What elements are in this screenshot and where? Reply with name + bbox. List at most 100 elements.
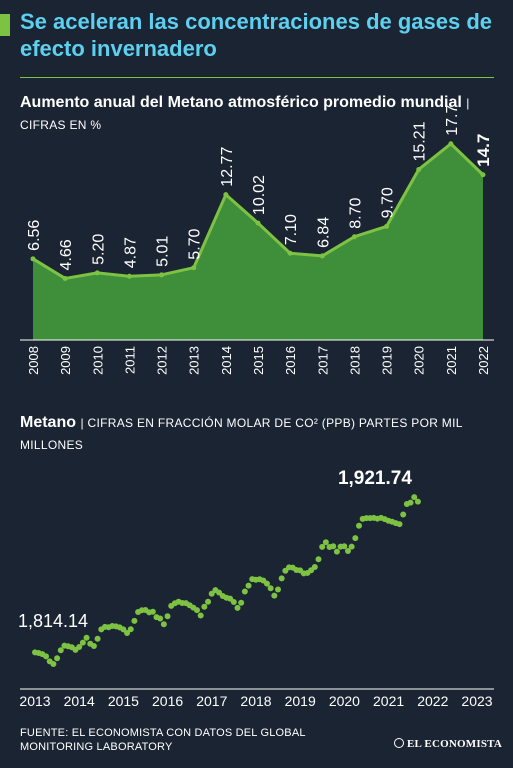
data-point <box>79 639 86 646</box>
data-point <box>223 192 229 198</box>
data-point <box>126 273 132 279</box>
data-point <box>120 626 127 633</box>
data-point <box>50 660 57 667</box>
data-point <box>352 535 359 542</box>
data-point <box>271 592 278 599</box>
data-point <box>160 621 167 628</box>
data-point <box>341 543 348 550</box>
data-point <box>267 585 274 592</box>
data-label: 5.20 <box>90 234 107 265</box>
data-point <box>333 548 340 555</box>
x-tick-label: 2017 <box>315 346 330 375</box>
data-point <box>30 256 36 262</box>
x-tick-label: 2009 <box>58 346 73 375</box>
data-point <box>205 598 212 605</box>
methane-annual-increase-chart: 6.56 2008 4.66 2009 5.20 2010 4.87 2011 5.01 2012… <box>20 105 494 375</box>
data-point <box>62 275 68 281</box>
data-point <box>480 172 486 178</box>
data-point <box>384 223 390 229</box>
x-tick-label: 2021 <box>373 693 404 709</box>
x-tick-label: 2018 <box>240 693 271 709</box>
data-point <box>90 642 97 649</box>
data-point <box>322 539 329 546</box>
data-label: 12.77 <box>219 147 236 187</box>
x-tick-label: 2008 <box>26 346 41 375</box>
x-tick-label: 2023 <box>461 693 492 709</box>
data-point <box>54 655 61 662</box>
data-point <box>275 586 282 593</box>
data-label: 14.7 <box>474 134 493 167</box>
data-point <box>315 556 322 563</box>
x-tick-label: 2022 <box>476 346 491 375</box>
data-point <box>159 272 165 278</box>
data-point <box>416 166 422 172</box>
data-point <box>245 582 252 589</box>
data-point <box>351 234 357 240</box>
x-tick-label: 2013 <box>187 346 202 375</box>
data-point <box>230 598 237 605</box>
data-point <box>344 548 351 555</box>
chart1-heading: Aumento anual del Metano atmosférico pro… <box>20 92 500 136</box>
data-label: 15.21 <box>412 121 429 161</box>
data-point <box>348 543 355 550</box>
title-divider <box>20 77 494 78</box>
data-label: 4.66 <box>58 239 75 270</box>
data-point <box>149 608 156 615</box>
chart1-unit: | CIFRAS EN % <box>20 96 470 132</box>
data-point <box>330 543 337 550</box>
x-tick-label: 2014 <box>219 346 234 375</box>
data-point <box>287 250 293 256</box>
data-point <box>311 564 318 571</box>
data-point <box>164 613 171 620</box>
data-point <box>414 498 421 505</box>
publisher-logo: EL ECONOMISTA <box>394 738 502 750</box>
x-tick-label: 2022 <box>417 693 448 709</box>
x-tick-label: 2017 <box>196 693 227 709</box>
x-tick-label: 2016 <box>152 693 183 709</box>
data-label: 8.70 <box>347 197 364 228</box>
data-point <box>124 629 131 636</box>
data-point <box>94 635 101 642</box>
data-label: 10.02 <box>251 175 268 215</box>
data-point <box>411 494 418 501</box>
logo-text: EL ECONOMISTA <box>407 738 502 750</box>
data-point <box>319 543 326 550</box>
x-tick-label: 2015 <box>108 693 139 709</box>
data-point <box>76 643 83 650</box>
x-tick-label: 2020 <box>329 693 360 709</box>
first-value-label: 1,814.14 <box>18 611 88 631</box>
data-point <box>191 265 197 271</box>
x-tick-label: 2019 <box>285 693 316 709</box>
data-point <box>263 580 270 587</box>
page-title: Se aceleran las concentraciones de gases… <box>20 9 493 61</box>
x-tick-label: 2019 <box>380 346 395 375</box>
x-tick-label: 2021 <box>444 346 459 375</box>
chart2-unit: | CIFRAS EN FRACCIÓN MOLAR DE CO² (PPB) … <box>20 416 463 452</box>
x-tick-label: 2014 <box>64 693 95 709</box>
data-label: 6.56 <box>26 220 43 251</box>
data-point <box>127 626 134 633</box>
data-point <box>319 253 325 259</box>
data-point <box>157 615 164 622</box>
data-point <box>43 653 50 660</box>
x-tick-label: 2010 <box>90 346 105 375</box>
data-label: 5.70 <box>187 228 204 259</box>
x-tick-label: 2013 <box>19 693 50 709</box>
data-point <box>278 575 285 582</box>
area-fill <box>33 143 483 340</box>
data-point <box>201 603 208 610</box>
data-label: 7.10 <box>283 214 300 245</box>
data-point <box>234 604 241 611</box>
last-value-label: 1,921.74 <box>338 468 412 489</box>
data-label: 5.01 <box>155 236 172 267</box>
chart2-title: Metano <box>20 414 76 431</box>
data-point <box>131 617 138 624</box>
chart1-title: Aumento anual del Metano atmosférico pro… <box>20 94 462 111</box>
chart2-heading: Metano | CIFRAS EN FRACCIÓN MOLAR DE CO²… <box>20 412 500 456</box>
x-tick-label: 2016 <box>283 346 298 375</box>
x-tick-label: 2018 <box>347 346 362 375</box>
data-label: 9.70 <box>380 187 397 218</box>
x-tick-label: 2020 <box>412 346 427 375</box>
x-tick-label: 2015 <box>251 346 266 375</box>
